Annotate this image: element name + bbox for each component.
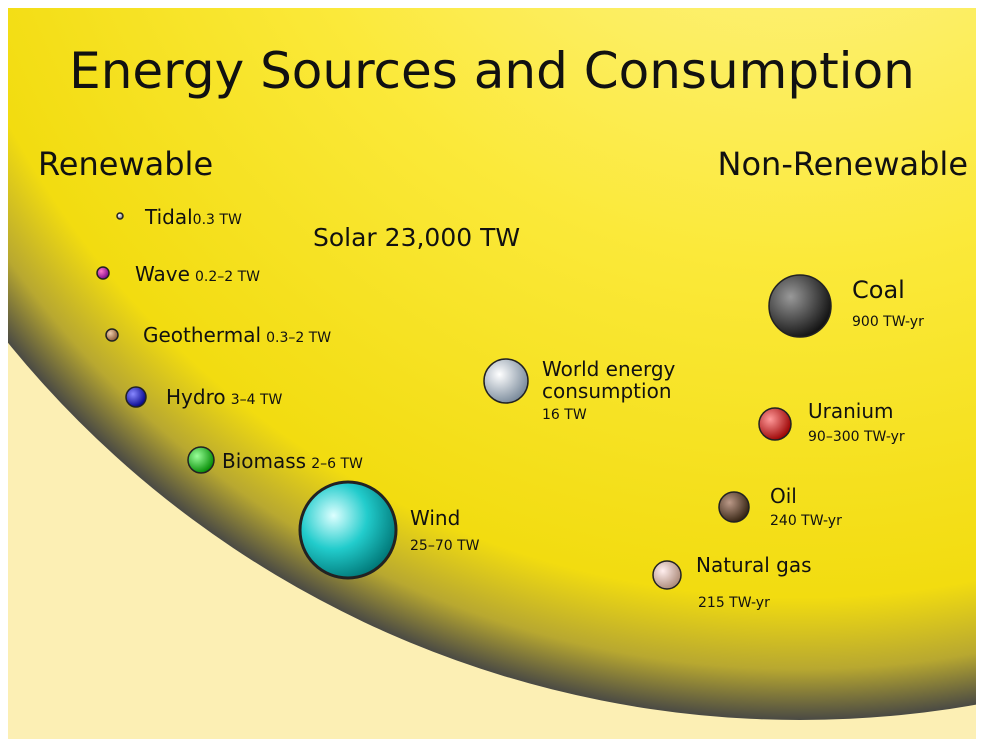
name: Wind [410,506,460,530]
source-name: Wind [410,508,460,528]
source-amount: 900 TW-yr [852,315,924,329]
name: Tidal [145,205,193,229]
amount: 0.2–2 TW [195,269,260,285]
amount: 2–6 TW [311,456,363,472]
source-label: Geothermal 0.3–2 TW [143,325,331,345]
sphere [97,267,109,279]
source-name: Natural gas [696,555,812,575]
amount: 0.3 TW [193,212,242,228]
sphere [126,387,146,407]
source-label: Tidal0.3 TW [145,207,242,227]
name: Solar [313,223,377,252]
source-amount: 215 TW-yr [698,596,770,610]
sphere [719,492,749,522]
sphere [484,359,528,403]
source-label: Biomass 2–6 TW [222,451,363,471]
sphere [300,482,396,578]
name: Hydro [166,385,226,409]
border [0,0,8,747]
consumption-amount: 16 TW [542,408,587,422]
source-name: Oil [770,486,797,506]
amount: 3–4 TW [231,392,283,408]
border [0,0,984,8]
section-heading: Renewable [38,148,213,180]
infographic: Energy Sources and Consumption Renewable… [0,0,984,747]
sphere [769,275,831,337]
source-amount: 90–300 TW-yr [808,430,905,444]
source-label: Hydro 3–4 TW [166,387,282,407]
sphere [759,408,791,440]
background [0,0,984,747]
name: Geothermal [143,323,261,347]
sphere [117,213,123,219]
section-heading: Non-Renewable [718,148,968,180]
sphere [188,447,214,473]
source-name: Uranium [808,401,894,421]
border [976,0,984,747]
amount: 23,000 TW [385,223,520,252]
title: Energy Sources and Consumption [0,46,984,96]
name: Biomass [222,449,306,473]
border [0,739,984,747]
source-amount: 25–70 TW [410,537,479,553]
source-name: Coal [852,278,905,302]
source-label: Wave 0.2–2 TW [135,264,260,284]
name: Wave [135,262,190,286]
sphere [106,329,118,341]
consumption-name: World energy consumption [542,358,712,402]
sphere [653,561,681,589]
amount: 25–70 TW [410,538,479,554]
amount: 0.3–2 TW [266,330,331,346]
solar-label: Solar 23,000 TW [313,225,520,250]
source-amount: 240 TW-yr [770,514,842,528]
